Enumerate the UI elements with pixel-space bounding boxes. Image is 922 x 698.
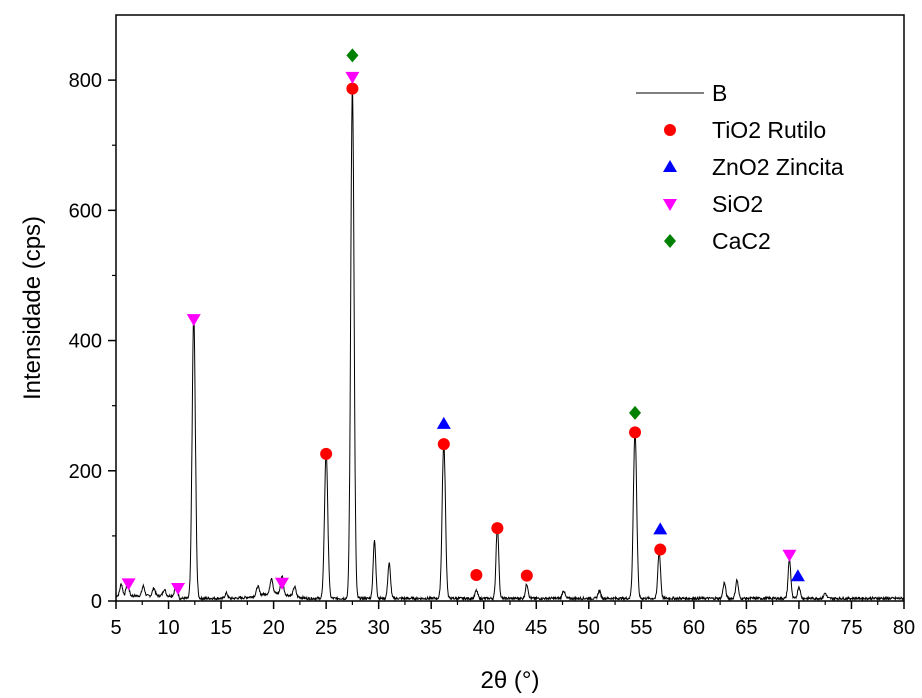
- data-point: [121, 578, 136, 591]
- data-point: [629, 405, 642, 420]
- data-point: [470, 568, 483, 581]
- x-axis: 5 10 15 20 25 30 35 40 45 50 55 60 65 70 75 80: [110, 601, 915, 639]
- data-point: [782, 549, 797, 562]
- x-tick-label: 75: [840, 617, 862, 639]
- data-point: [186, 314, 201, 327]
- legend-marker-swatch: [663, 199, 677, 211]
- plot-frame: [115, 14, 905, 602]
- data-point: [436, 416, 451, 429]
- x-tick-label: 70: [788, 617, 810, 639]
- x-tick-label: 20: [262, 617, 284, 639]
- x-tick-label: 35: [420, 617, 442, 639]
- x-tick-label: 15: [210, 617, 232, 639]
- data-point: [345, 71, 360, 84]
- data-point: [275, 577, 290, 590]
- y-axis-title: Intensidade (cps): [19, 216, 46, 400]
- legend-marker-swatch: [663, 160, 677, 172]
- legend-label: SiO2: [712, 191, 763, 217]
- data-point: [520, 569, 533, 582]
- legend: B TiO2 Rutilo ZnO2 Zincita SiO2 CaC2: [636, 80, 844, 254]
- x-tick-label: 25: [315, 617, 337, 639]
- data-point: [654, 543, 667, 556]
- x-tick-label: 40: [473, 617, 495, 639]
- diffraction-line: [115, 89, 905, 602]
- x-tick-label: 10: [157, 617, 179, 639]
- x-tick-label: 65: [735, 617, 757, 639]
- y-tick-label: 400: [69, 331, 102, 353]
- legend-marker-swatch: [664, 234, 676, 248]
- data-point: [346, 82, 359, 95]
- data-point: [320, 447, 333, 460]
- y-tick-label: 200: [69, 461, 102, 483]
- legend-label: CaC2: [712, 228, 771, 254]
- data-point: [491, 522, 504, 535]
- x-tick-label: 5: [110, 617, 121, 639]
- legend-label: ZnO2 Zincita: [712, 154, 844, 180]
- y-axis: 0 200 400 600 800: [69, 70, 116, 613]
- data-point: [629, 426, 642, 439]
- legend-marker-swatch: [664, 124, 676, 136]
- x-tick-label: 30: [368, 617, 390, 639]
- x-axis-title: 2θ (°): [481, 667, 540, 694]
- data-point: [790, 569, 805, 582]
- x-tick-label: 45: [525, 617, 547, 639]
- data-point: [653, 522, 668, 535]
- y-tick-label: 600: [69, 200, 102, 222]
- x-tick-label: 55: [630, 617, 652, 639]
- x-tick-label: 50: [578, 617, 600, 639]
- data-point: [170, 582, 185, 595]
- y-tick-label: 0: [91, 591, 102, 613]
- x-tick-label: 80: [893, 617, 915, 639]
- legend-label: B: [712, 80, 727, 106]
- data-point: [346, 48, 359, 63]
- phase-markers: [121, 48, 805, 595]
- data-point: [437, 438, 450, 451]
- y-tick-label: 800: [69, 70, 102, 92]
- legend-label: TiO2 Rutilo: [712, 117, 826, 143]
- x-tick-label: 60: [683, 617, 705, 639]
